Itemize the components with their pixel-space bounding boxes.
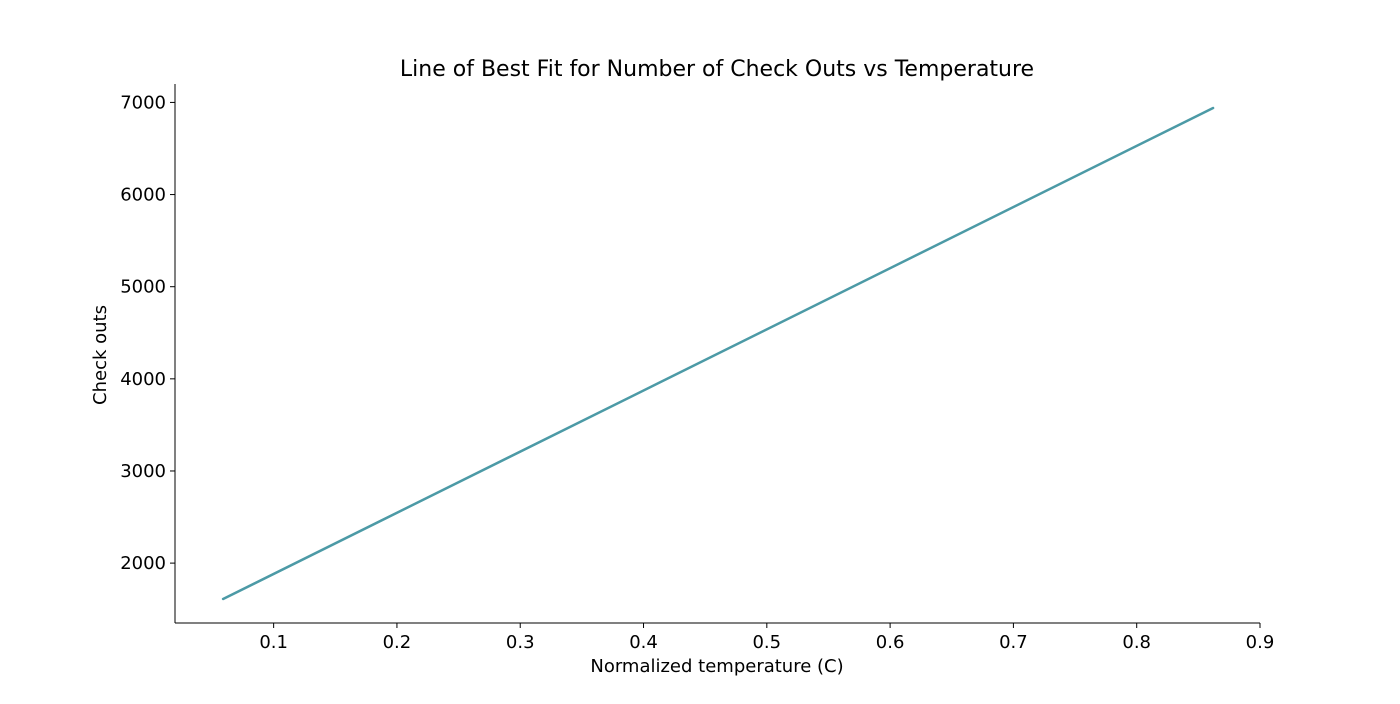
- chart-title: Line of Best Fit for Number of Check Out…: [400, 57, 1034, 82]
- x-tick-label: 0.9: [1246, 632, 1275, 653]
- y-axis-label: Check outs: [90, 305, 111, 405]
- series-layer: [221, 106, 1215, 601]
- y-tick-label: 5000: [120, 277, 166, 298]
- y-tick-label: 2000: [120, 553, 166, 574]
- x-tick-label: 0.5: [752, 632, 781, 653]
- y-tick-label: 3000: [120, 461, 166, 482]
- best-fit-line: [221, 106, 1215, 601]
- y-tick-label: 4000: [120, 369, 166, 390]
- x-tick-label: 0.8: [1122, 632, 1151, 653]
- x-axis-label: Normalized temperature (C): [590, 656, 843, 677]
- x-tick-label: 0.1: [259, 632, 288, 653]
- x-tick-label: 0.4: [629, 632, 658, 653]
- x-tick-label: 0.2: [383, 632, 412, 653]
- ticks: 0.1 0.2 0.3 0.4 0.5 0.6 0.7 0.8 0.9 2000 3000 4000 5…: [120, 92, 1274, 653]
- y-tick-label: 6000: [120, 185, 166, 206]
- axes: [174, 84, 1260, 624]
- x-tick-label: 0.7: [999, 632, 1028, 653]
- x-tick-label: 0.3: [506, 632, 535, 653]
- y-tick-label: 7000: [120, 92, 166, 113]
- x-tick-label: 0.6: [876, 632, 905, 653]
